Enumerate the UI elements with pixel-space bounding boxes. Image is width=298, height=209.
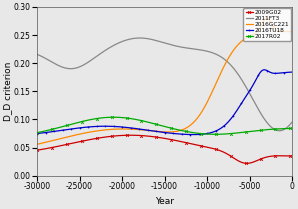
2016TU18 [151,130,154,132]
2009G02 [151,135,155,138]
Line: 2011FT3: 2011FT3 [37,38,292,131]
2016GC221 [290,30,294,33]
2016GC221 [206,101,209,103]
2017R02 [80,120,84,123]
2011FT3 [277,129,281,132]
2009G02 [101,136,105,139]
2016TU18 [206,132,209,135]
2016TU18 [192,133,195,136]
2011FT3 [138,37,142,39]
2011FT3 [101,51,105,53]
X-axis label: Year: Year [155,196,174,205]
2009G02 [35,149,39,152]
2011FT3 [186,47,190,49]
2011FT3 [35,53,39,56]
2016GC221 [35,143,39,145]
2011FT3 [290,121,294,123]
Legend: 2009G02, 2011FT3, 2016GC221, 2016TU18, 2017R02: 2009G02, 2011FT3, 2016GC221, 2016TU18, 2… [243,8,291,41]
2017R02 [151,122,155,125]
2017R02 [290,127,294,130]
2009G02 [186,142,190,144]
Line: 2009G02: 2009G02 [36,134,294,165]
Line: 2017R02: 2017R02 [36,116,294,136]
2017R02 [101,117,105,119]
Y-axis label: D_D criterion: D_D criterion [4,62,13,121]
2017R02 [112,116,116,119]
2016GC221 [265,17,268,19]
2017R02 [228,133,232,135]
2016TU18 [228,119,231,122]
2016TU18 [80,126,84,129]
2009G02 [129,134,133,136]
2009G02 [290,155,294,157]
2009G02 [245,162,249,165]
2017R02 [206,133,209,135]
2017R02 [35,131,39,134]
2016TU18 [35,132,39,135]
2009G02 [228,154,231,157]
2016GC221 [227,56,231,58]
2016GC221 [101,129,105,131]
2016TU18 [263,69,266,71]
2017R02 [186,130,190,133]
2016GC221 [151,130,154,132]
2016GC221 [80,132,84,135]
2016TU18 [101,125,105,127]
2009G02 [206,146,209,149]
2009G02 [80,140,84,142]
2017R02 [214,133,217,136]
2016TU18 [186,133,189,136]
2011FT3 [206,50,209,53]
2016TU18 [290,71,294,73]
Line: 2016GC221: 2016GC221 [37,18,292,144]
2016GC221 [186,126,189,129]
2011FT3 [80,64,84,67]
2011FT3 [151,38,155,41]
2011FT3 [228,62,231,65]
Line: 2016TU18: 2016TU18 [36,69,293,136]
